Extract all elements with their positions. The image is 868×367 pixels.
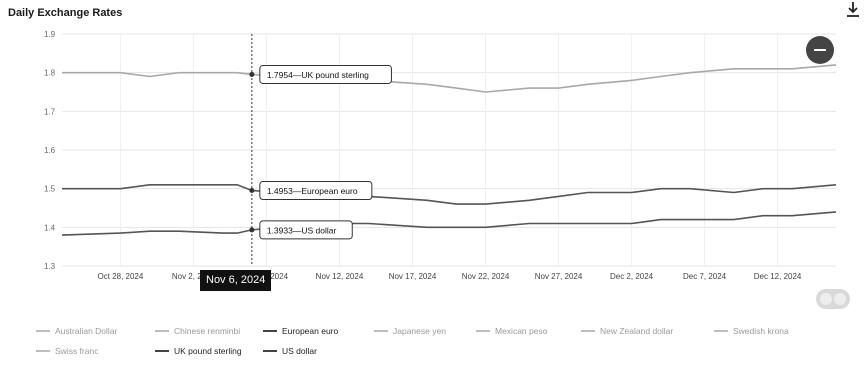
x-tick-label: Dec 7, 2024 <box>683 272 727 281</box>
x-tick-label: Nov 17, 2024 <box>389 272 437 281</box>
legend-swatch <box>155 350 169 352</box>
legend-label: Mexican peso <box>495 326 548 336</box>
y-tick-label: 1.4 <box>44 223 56 232</box>
y-tick-label: 1.8 <box>44 69 56 78</box>
legend-swatch <box>374 330 388 332</box>
tooltip-box <box>259 180 373 200</box>
legend-item-japanese-yen[interactable]: Japanese yen <box>374 326 446 336</box>
x-tick-label: Nov 27, 2024 <box>535 272 583 281</box>
minus-icon <box>814 49 826 51</box>
legend-label: European euro <box>282 326 339 336</box>
legend-label: Japanese yen <box>393 326 446 336</box>
crosshair-date-label: Nov 6, 2024 <box>200 270 272 291</box>
tooltip-box <box>259 64 392 84</box>
legend-label: Swedish krona <box>733 326 789 336</box>
zoom-out-button[interactable] <box>806 36 834 64</box>
tooltip-label: 1.4953—European euro <box>267 186 358 196</box>
y-tick-label: 1.6 <box>44 146 56 155</box>
y-tick-label: 1.9 <box>44 30 56 39</box>
legend-label: UK pound sterling <box>174 346 242 356</box>
legend-label: New Zealand dollar <box>600 326 674 336</box>
x-tick-label: Nov 2, 2024 <box>172 272 216 281</box>
y-tick-label: 1.7 <box>44 107 56 116</box>
x-tick-label: Nov 22, 2024 <box>462 272 510 281</box>
x-tick-label: Nov 12, 2024 <box>316 272 364 281</box>
legend-swatch <box>476 330 490 332</box>
legend-item-swiss-franc[interactable]: Swiss franc <box>36 346 98 356</box>
legend-label: US dollar <box>282 346 317 356</box>
legend-label: Chinese renminbi <box>174 326 241 336</box>
x-tick-label: Oct 28, 2024 <box>98 272 144 281</box>
legend-item-us-dollar[interactable]: US dollar <box>263 346 317 356</box>
legend-swatch <box>581 330 595 332</box>
tooltip-marker <box>249 227 255 233</box>
tooltip-marker <box>249 187 255 193</box>
legend-swatch <box>263 330 277 332</box>
tooltip-label: 1.3933—US dollar <box>267 225 337 235</box>
legend-swatch <box>714 330 728 332</box>
legend-item-australian-dollar[interactable]: Australian Dollar <box>36 326 117 336</box>
y-tick-label: 1.3 <box>44 262 56 271</box>
legend-item-uk-pound-sterling[interactable]: UK pound sterling <box>155 346 242 356</box>
legend-swatch <box>36 350 50 352</box>
legend-label: Australian Dollar <box>55 326 118 336</box>
y-tick-label: 1.5 <box>44 185 56 194</box>
legend-swatch <box>263 350 277 352</box>
legend-item-chinese-renminbi[interactable]: Chinese renminbi <box>155 326 240 336</box>
legend-label: Swiss franc <box>55 346 99 356</box>
download-icon[interactable] <box>842 0 864 20</box>
chart-title: Daily Exchange Rates <box>8 7 123 19</box>
legend-swatch <box>155 330 169 332</box>
legend-item-swedish-krona[interactable]: Swedish krona <box>714 326 789 336</box>
legend-item-new-zealand-dollar[interactable]: New Zealand dollar <box>581 326 673 336</box>
legend-item-european-euro[interactable]: European euro <box>263 326 338 336</box>
tooltip-marker <box>249 71 255 77</box>
scroll-toggle-button[interactable] <box>816 289 850 309</box>
series-line-uk-pound-sterling <box>62 64 837 93</box>
legend-swatch <box>36 330 50 332</box>
series-line-us-dollar <box>61 211 837 236</box>
x-tick-label: Dec 2, 2024 <box>610 272 654 281</box>
tooltip-box <box>259 220 353 240</box>
legend-item-mexican-peso[interactable]: Mexican peso <box>476 326 547 336</box>
x-tick-label: Dec 12, 2024 <box>754 272 802 281</box>
tooltip-label: 1.7954—UK pound sterling <box>267 70 369 80</box>
series-line-european-euro <box>62 184 837 205</box>
